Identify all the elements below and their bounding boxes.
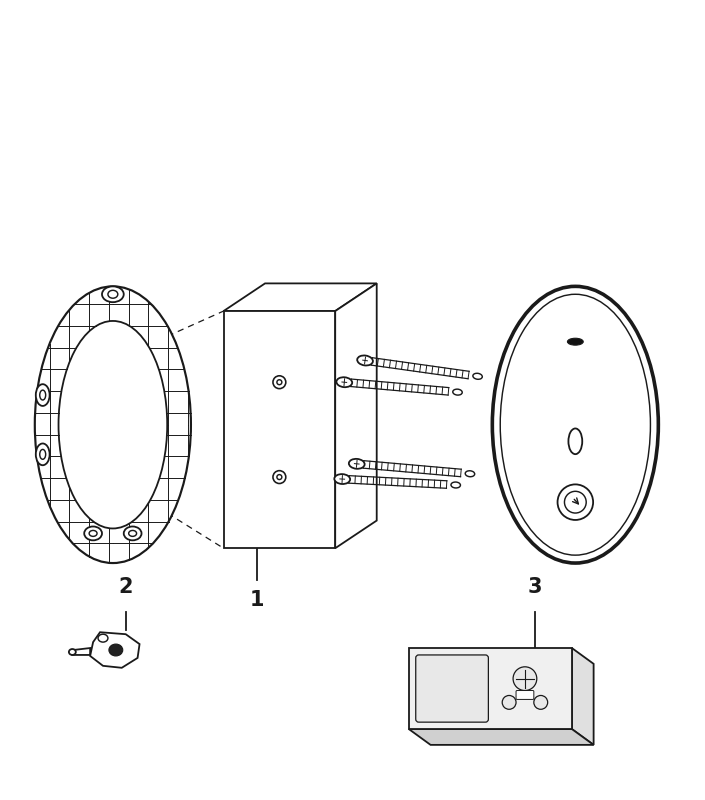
- Ellipse shape: [277, 474, 282, 479]
- Ellipse shape: [129, 530, 137, 536]
- Ellipse shape: [273, 470, 286, 483]
- Ellipse shape: [39, 450, 46, 459]
- Ellipse shape: [273, 376, 286, 389]
- Ellipse shape: [336, 378, 352, 387]
- Ellipse shape: [513, 667, 537, 690]
- Ellipse shape: [98, 634, 108, 642]
- Ellipse shape: [102, 286, 124, 302]
- Ellipse shape: [349, 459, 364, 469]
- Ellipse shape: [473, 374, 482, 379]
- Text: 3: 3: [527, 577, 542, 597]
- Ellipse shape: [465, 470, 474, 477]
- Polygon shape: [409, 729, 594, 745]
- Ellipse shape: [501, 294, 651, 555]
- Ellipse shape: [502, 695, 516, 710]
- Polygon shape: [73, 648, 90, 655]
- Ellipse shape: [89, 530, 97, 536]
- Polygon shape: [223, 311, 335, 548]
- Polygon shape: [335, 283, 376, 548]
- Polygon shape: [409, 648, 572, 729]
- Ellipse shape: [568, 338, 583, 345]
- Ellipse shape: [108, 290, 118, 298]
- Ellipse shape: [69, 649, 76, 655]
- Ellipse shape: [109, 644, 123, 656]
- Polygon shape: [90, 632, 140, 668]
- Ellipse shape: [36, 384, 49, 406]
- Ellipse shape: [357, 355, 373, 366]
- Ellipse shape: [39, 390, 46, 400]
- Ellipse shape: [453, 389, 462, 395]
- Ellipse shape: [568, 429, 582, 454]
- Ellipse shape: [558, 484, 593, 520]
- Ellipse shape: [565, 491, 586, 513]
- Ellipse shape: [534, 695, 548, 710]
- Ellipse shape: [84, 526, 102, 540]
- Ellipse shape: [124, 526, 142, 540]
- Ellipse shape: [59, 321, 167, 529]
- Polygon shape: [572, 648, 594, 745]
- FancyBboxPatch shape: [516, 690, 534, 699]
- FancyBboxPatch shape: [416, 655, 489, 722]
- Text: 1: 1: [250, 590, 264, 610]
- Polygon shape: [223, 283, 376, 311]
- Ellipse shape: [36, 443, 49, 466]
- Text: 2: 2: [118, 577, 133, 597]
- Ellipse shape: [334, 474, 350, 484]
- Ellipse shape: [492, 286, 658, 563]
- Ellipse shape: [35, 286, 191, 563]
- Ellipse shape: [451, 482, 460, 488]
- Ellipse shape: [277, 380, 282, 385]
